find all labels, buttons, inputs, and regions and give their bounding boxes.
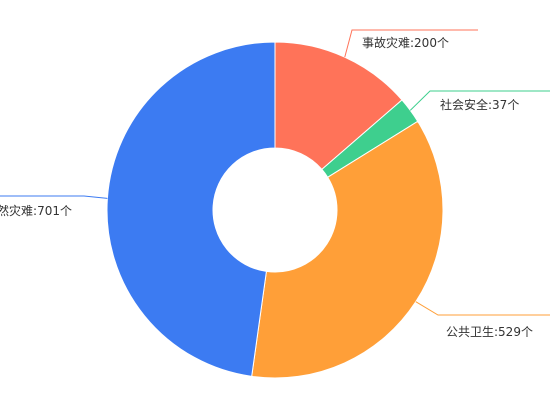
slice-accident-disaster-leader-line <box>344 29 478 58</box>
slice-public-health[interactable] <box>251 120 444 379</box>
slice-accident-disaster[interactable] <box>274 41 403 171</box>
slice-natural-disaster-label: 自然灾难:701个 <box>0 203 72 218</box>
slice-natural-disaster[interactable] <box>106 41 276 377</box>
slice-accident-disaster-label: 事故灾难:200个 <box>362 35 449 50</box>
slice-public-health-label: 公共卫生:529个 <box>446 325 533 339</box>
slice-public-health-leader-line <box>415 301 550 316</box>
slices-group <box>106 41 444 379</box>
slice-natural-disaster-leader-line <box>0 195 108 199</box>
leader-lines-group <box>0 29 550 316</box>
slice-social-security-leader-line <box>409 90 550 111</box>
slice-social-security-label: 社会安全:37个 <box>440 97 519 112</box>
